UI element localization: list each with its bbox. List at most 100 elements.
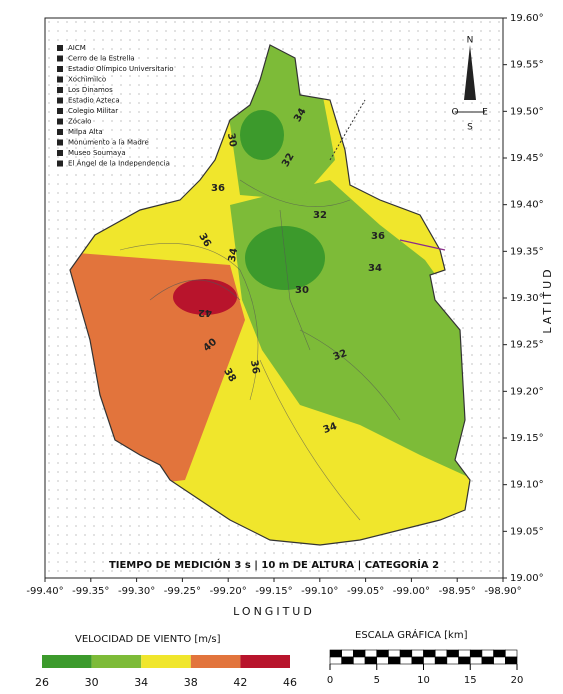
place-icon xyxy=(57,160,63,167)
scale-cell xyxy=(446,656,459,665)
scale-title: ESCALA GRÁFICA [km] xyxy=(355,628,468,641)
scale-cell xyxy=(434,656,448,665)
place-name: El Ángel de la Independencia xyxy=(68,159,170,168)
scale-cell xyxy=(458,656,471,665)
place-name: Museo Soumaya xyxy=(68,149,126,157)
place-icon xyxy=(57,66,63,72)
scale-cell xyxy=(434,649,448,658)
place-name: Cerro de la Estrella xyxy=(68,55,135,63)
scale-cell xyxy=(458,649,471,658)
x-axis-label: LONGITUD xyxy=(233,605,315,618)
y-tick-label: 19.45° xyxy=(510,153,544,164)
scale-cell xyxy=(446,649,459,658)
scale-cell xyxy=(411,656,424,665)
scale-cell xyxy=(341,656,354,665)
contour-label: 30 xyxy=(225,132,238,148)
scale-tick-label: 5 xyxy=(374,675,380,686)
scale-cell xyxy=(481,656,494,665)
legend-swatch xyxy=(42,655,92,668)
compass-letter: O xyxy=(451,108,458,118)
place-icon xyxy=(57,118,63,125)
scale-tick-label: 10 xyxy=(417,675,430,686)
scale-cell xyxy=(341,649,354,658)
legend-break-label: 38 xyxy=(184,676,198,689)
place-name: Milpa Alta xyxy=(68,128,103,136)
map-title: TIEMPO DE MEDICIÓN 3 s | 10 m DE ALTURA … xyxy=(109,558,439,571)
place-icon xyxy=(57,55,63,62)
y-axis-label: LATITUD xyxy=(541,266,554,333)
y-tick-label: 19.15° xyxy=(510,433,544,444)
compass-letter: N xyxy=(467,36,474,46)
place-name: Monumento a la Madre xyxy=(68,139,149,147)
legend-break-label: 34 xyxy=(134,676,148,689)
scale-cell xyxy=(364,656,378,665)
x-tick-label: -99.40° xyxy=(26,586,63,597)
place-icon xyxy=(57,139,63,146)
scale-cell xyxy=(469,656,483,665)
scale-cell xyxy=(329,649,342,658)
place-legend: AICM Cerro de la Estrella Estadio Olímpico… xyxy=(57,44,174,168)
scale-cell xyxy=(353,649,366,658)
place-icon xyxy=(57,150,63,156)
contour-label: 34 xyxy=(322,421,339,436)
scale-tick-label: 0 xyxy=(327,675,333,686)
x-tick-label: -99.20° xyxy=(210,586,247,597)
x-tick-label: -99.30° xyxy=(118,586,155,597)
scale-cell xyxy=(376,656,389,665)
legend-title: VELOCIDAD DE VIENTO [m/s] xyxy=(75,634,221,645)
scale-cell xyxy=(505,656,518,665)
y-tick-label: 19.35° xyxy=(510,246,544,257)
place-name: Estadio Olímpico Universitario xyxy=(68,65,174,73)
scale-cell xyxy=(329,656,342,665)
y-tick-label: 19.00° xyxy=(510,573,544,584)
place-name: Colegio Militar xyxy=(68,107,118,115)
scale-cell xyxy=(469,649,483,658)
y-tick-label: 19.10° xyxy=(510,480,544,491)
legend-swatch xyxy=(91,655,142,668)
contour-label: 34 xyxy=(227,247,240,263)
place-name: Zócalo xyxy=(68,118,91,126)
scale-cell xyxy=(493,656,506,665)
scale-cell xyxy=(364,649,378,658)
place-icon xyxy=(57,129,63,135)
legend-swatch xyxy=(240,655,290,668)
legend-break-label: 46 xyxy=(283,676,297,689)
x-tick-label: -99.15° xyxy=(255,586,292,597)
x-tick-label: -99.10° xyxy=(301,586,338,597)
legend-swatch xyxy=(141,655,191,668)
scale-cell xyxy=(493,649,506,658)
y-tick-label: 19.20° xyxy=(510,386,544,397)
y-tick-label: 19.50° xyxy=(510,106,544,117)
scale-tick-label: 15 xyxy=(464,675,477,686)
place-icon xyxy=(57,76,63,83)
x-tick-label: -98.95° xyxy=(439,586,476,597)
place-name: Estadio Azteca xyxy=(68,97,120,105)
compass-letter: S xyxy=(467,123,473,133)
legend-break-label: 30 xyxy=(85,676,99,689)
y-tick-label: 19.25° xyxy=(510,340,544,351)
scale-cell xyxy=(399,656,413,665)
place-icon xyxy=(57,45,63,51)
x-tick-label: -99.00° xyxy=(393,586,430,597)
scale-cell xyxy=(376,649,389,658)
place-icon xyxy=(57,97,63,104)
legend-break-label: 42 xyxy=(233,676,247,689)
legend-break-label: 26 xyxy=(35,676,49,689)
x-tick-label: -99.05° xyxy=(347,586,384,597)
scale-cell xyxy=(423,649,436,658)
scale-cell xyxy=(423,656,436,665)
contour-label: 36 xyxy=(248,359,261,375)
scale-cell xyxy=(353,656,366,665)
compass-letter: E xyxy=(482,108,488,118)
y-tick-label: 19.05° xyxy=(510,526,544,537)
scale-cell xyxy=(505,649,518,658)
contour-label: 32 xyxy=(313,210,327,221)
x-tick-label: -99.25° xyxy=(164,586,201,597)
compass xyxy=(455,45,485,113)
place-icon xyxy=(57,108,63,114)
y-tick-label: 19.30° xyxy=(510,293,544,304)
place-name: Los Dinamos xyxy=(68,86,113,94)
scale-cell xyxy=(388,656,401,665)
contour-label: 36 xyxy=(371,231,385,242)
